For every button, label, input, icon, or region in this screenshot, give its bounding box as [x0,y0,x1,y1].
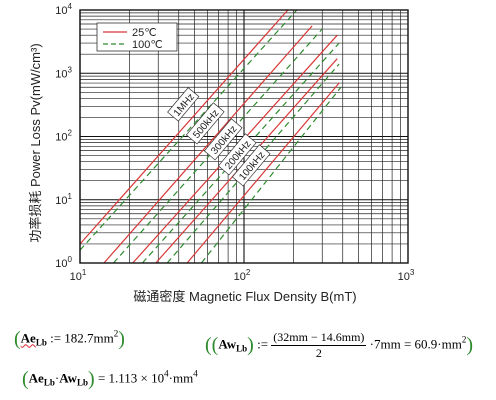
x-tick-label: 103 [398,268,415,283]
prod-aw-subscript: Lb [77,377,89,388]
prod-aw-symbol: Aw [59,370,78,386]
prod-dot: · [54,370,60,386]
y-tick-label: 101 [55,192,72,207]
y-tick-label: 103 [55,65,72,80]
ae-value: := 182.7mm [50,330,114,346]
formula-aw: ((AwLb) := (32mm − 14.6mm) 2 ·7mm = 60.9… [205,330,474,361]
series-line-500khz-25c [103,25,313,264]
y-tick-label: 102 [55,129,72,144]
y-tick-labels: 100 101 102 103 104 [55,2,72,270]
series-line-1mhz-100c [79,9,298,251]
prod-ae-subscript: Lb [43,377,55,388]
aw-fraction: (32mm − 14.6mm) 2 [271,330,367,361]
series-line-500khz-100c [113,28,323,264]
series-line-300khz-100c [141,42,340,264]
x-tick-label: 102 [234,268,251,283]
legend-label-100c: 100℃ [132,39,163,51]
aw-value: ·7mm = 60.9·mm [369,336,462,352]
plot-frame [79,9,409,264]
prod-ae-symbol: Ae [28,370,44,386]
aw-assign: := [257,336,269,352]
aw-denominator: 2 [315,346,322,360]
prod-unit: ·mm [168,370,194,386]
power-loss-chart: 25℃ 100℃ 1MHz 500kHz 300kHz 200kHz 100kH… [0,0,496,312]
prod-power: 4 [164,368,169,379]
formula-ae: (AeLb := 182.7mm2) [14,328,125,350]
y-tick-label: 104 [55,2,72,17]
aw-exponent: 2 [461,334,467,345]
x-tick-label: 101 [70,268,87,283]
aw-symbol: Aw [218,336,237,352]
prod-value: = 1.113 × 10 [97,370,165,386]
ae-symbol: Ae [20,330,36,346]
aw-subscript: Lb [236,343,248,354]
ae-exponent: 2 [113,328,119,339]
ae-subscript: Lb [35,337,47,348]
legend: 25℃ 100℃ [96,22,178,52]
x-tick-labels: 101 102 103 [70,268,415,283]
series-line-1mhz-25c [79,9,289,245]
y-tick-label: 100 [55,255,72,270]
x-axis-label: 磁通密度 Magnetic Flux Density B(mT) [133,289,356,304]
legend-box [96,22,178,52]
aw-numerator: (32mm − 14.6mm) [271,330,367,346]
formula-product: (AeLb·AwLb) = 1.113 × 104·mm4 [22,368,198,390]
chart-background [0,0,496,312]
y-axis-label: 功率损耗 Power Loss Pv(mW/cm³) [28,43,43,242]
series-line-100khz-100c [200,86,342,264]
series-line-100khz-25c [186,82,340,264]
prod-unit-exponent: 4 [193,368,198,379]
legend-label-25c: 25℃ [132,27,157,39]
